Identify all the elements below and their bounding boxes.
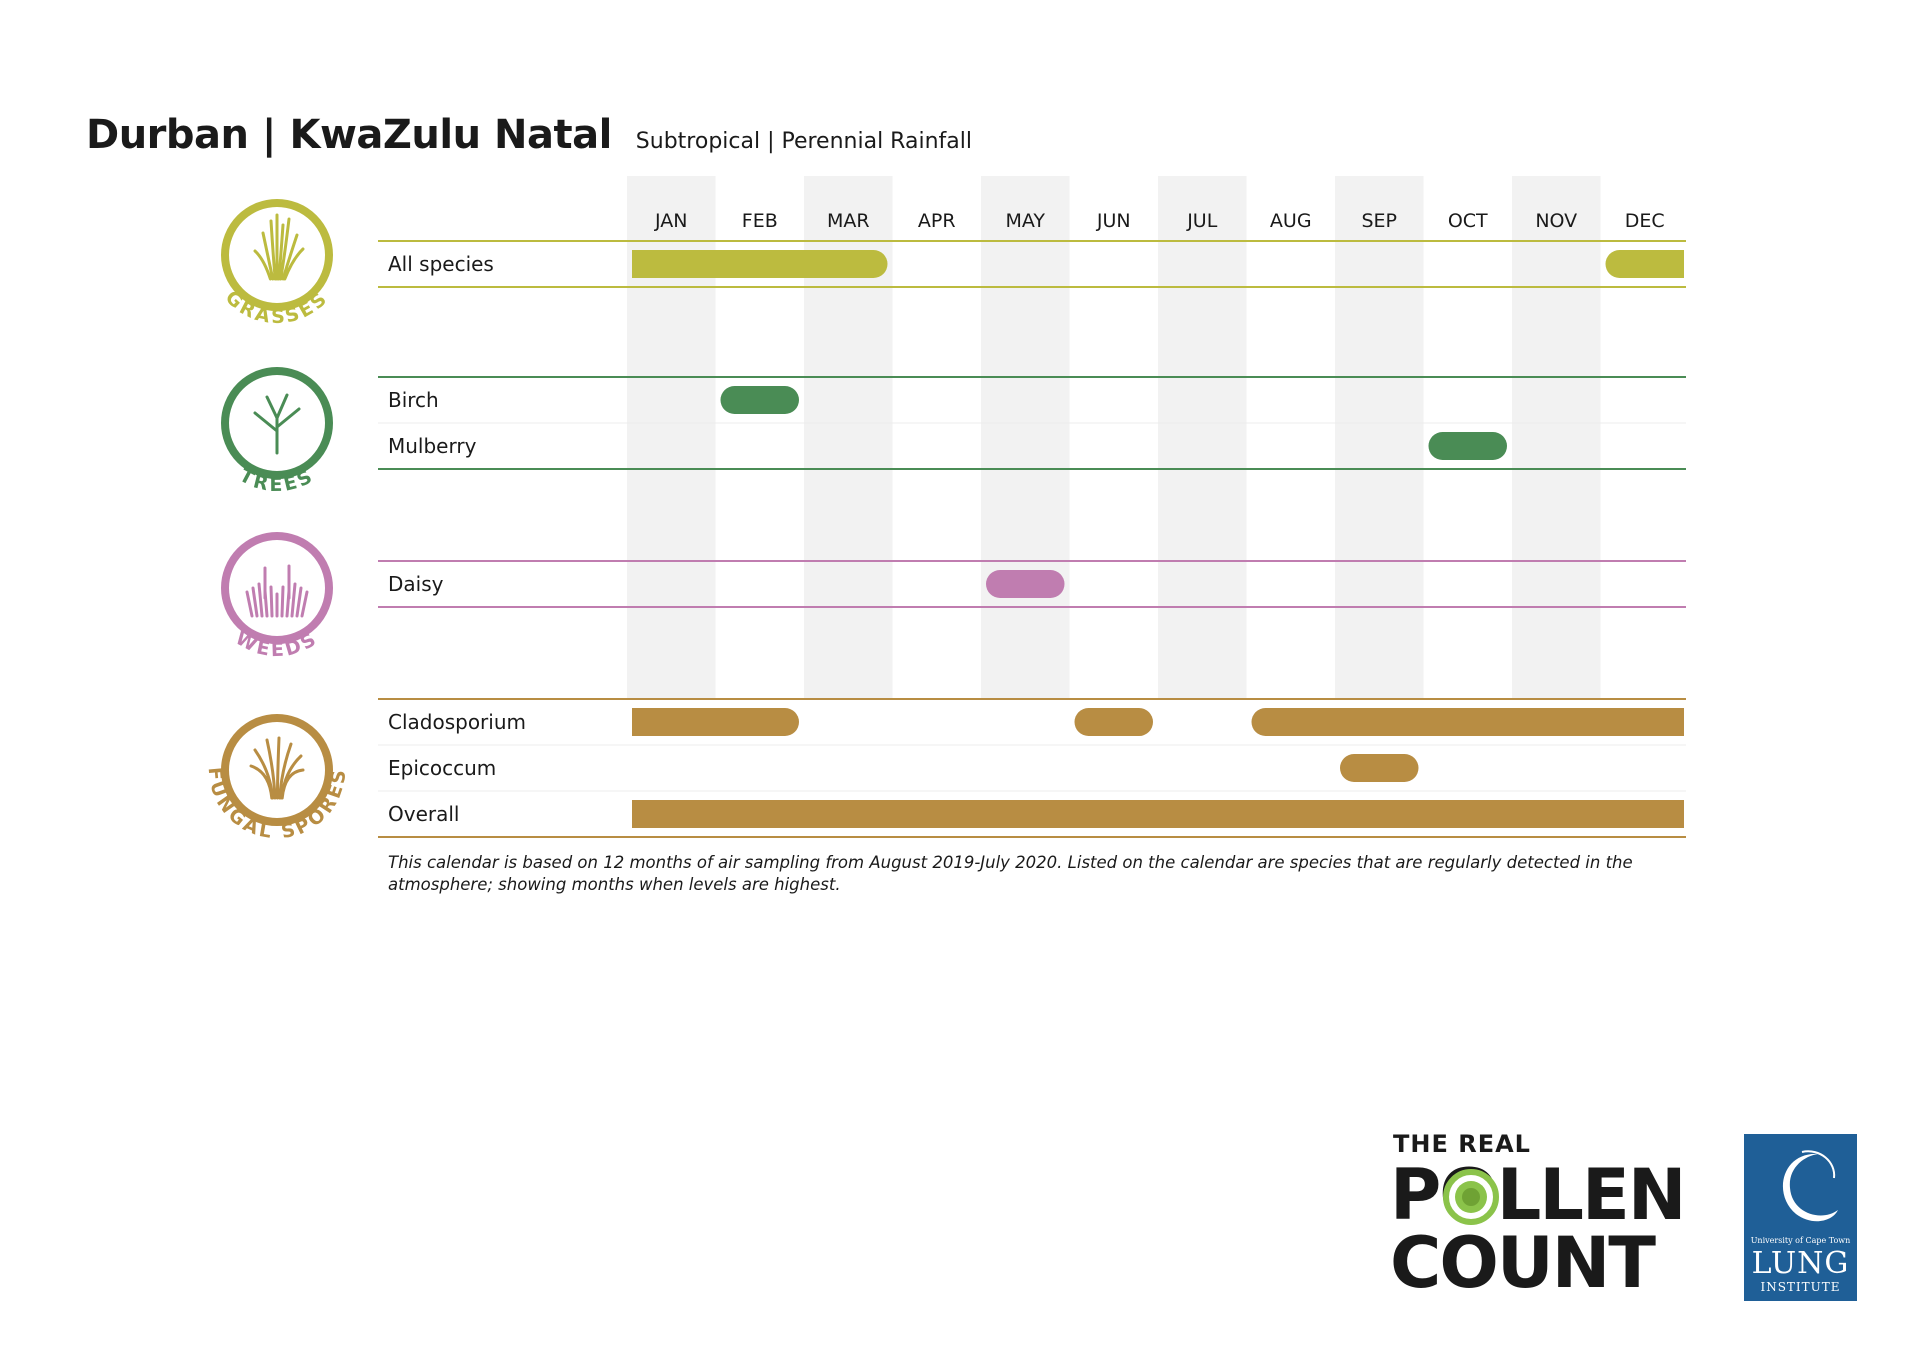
logo-line-2: POLLEN [1390, 1154, 1686, 1236]
footnote: This calendar is based on 12 months of a… [388, 853, 1633, 894]
month-label-aug: AUG [1270, 210, 1312, 232]
grasses-icon-glyph [253, 213, 305, 281]
weeds-icon-glyph [245, 564, 309, 618]
institute-line-2: LUNG [1751, 1246, 1850, 1281]
birch-label: Birch [388, 388, 439, 412]
month-label-jul: JUL [1186, 210, 1218, 232]
daisy-bar-1 [986, 570, 1065, 598]
pollen-count-logo: THE REAL POLLEN COUNT [1390, 1130, 1720, 1300]
trees-icon-glyph [253, 393, 301, 455]
title-block: Durban | KwaZulu Natal Subtropical | Per… [86, 112, 972, 172]
month-label-apr: APR [918, 210, 956, 232]
overall-label: Overall [388, 802, 459, 826]
lung-institute-logo: University of Cape Town LUNG INSTITUTE [1744, 1134, 1857, 1301]
logo-line-3: COUNT [1390, 1222, 1656, 1304]
institute-line-3: INSTITUTE [1760, 1280, 1841, 1294]
mulberry-bar-1 [1428, 432, 1507, 460]
month-label-oct: OCT [1448, 210, 1488, 232]
month-stripe-jul [1158, 176, 1247, 700]
month-label-mar: MAR [827, 210, 870, 232]
month-label-may: MAY [1005, 210, 1045, 232]
month-label-jan: JAN [654, 210, 687, 232]
weeds-icon [221, 532, 333, 644]
all-species-bar-1 [632, 250, 888, 278]
pollen-grain-icon [1443, 1169, 1499, 1225]
month-stripe-nov [1512, 176, 1601, 700]
logo-line-1: THE REAL [1393, 1130, 1531, 1158]
month-label-nov: NOV [1535, 210, 1577, 232]
institute-line-1: University of Cape Town [1750, 1236, 1851, 1245]
month-label-jun: JUN [1096, 210, 1131, 232]
month-stripe-sep [1335, 176, 1424, 700]
birch-bar-1 [720, 386, 799, 414]
cladosporium-bar-2 [1074, 708, 1153, 736]
overall-bar-1 [632, 800, 1684, 828]
epicoccum-label: Epicoccum [388, 756, 496, 780]
crescent-icon [1782, 1150, 1838, 1222]
all-species-label: All species [388, 252, 494, 276]
month-label-feb: FEB [742, 210, 778, 232]
cladosporium-bar-1 [632, 708, 799, 736]
page-title: Durban | KwaZulu Natal [86, 112, 612, 158]
month-label-sep: SEP [1361, 210, 1397, 232]
fungal-spores-icon-glyph [249, 736, 305, 800]
month-stripe-may [981, 176, 1070, 700]
cladosporium-bar-3 [1251, 708, 1684, 736]
epicoccum-bar-1 [1340, 754, 1419, 782]
month-label-dec: DEC [1625, 210, 1665, 232]
daisy-label: Daisy [388, 572, 444, 596]
all-species-bar-2 [1605, 250, 1684, 278]
mulberry-label: Mulberry [388, 434, 477, 458]
page-subtitle: Subtropical | Perennial Rainfall [635, 129, 972, 154]
cladosporium-label: Cladosporium [388, 710, 526, 734]
